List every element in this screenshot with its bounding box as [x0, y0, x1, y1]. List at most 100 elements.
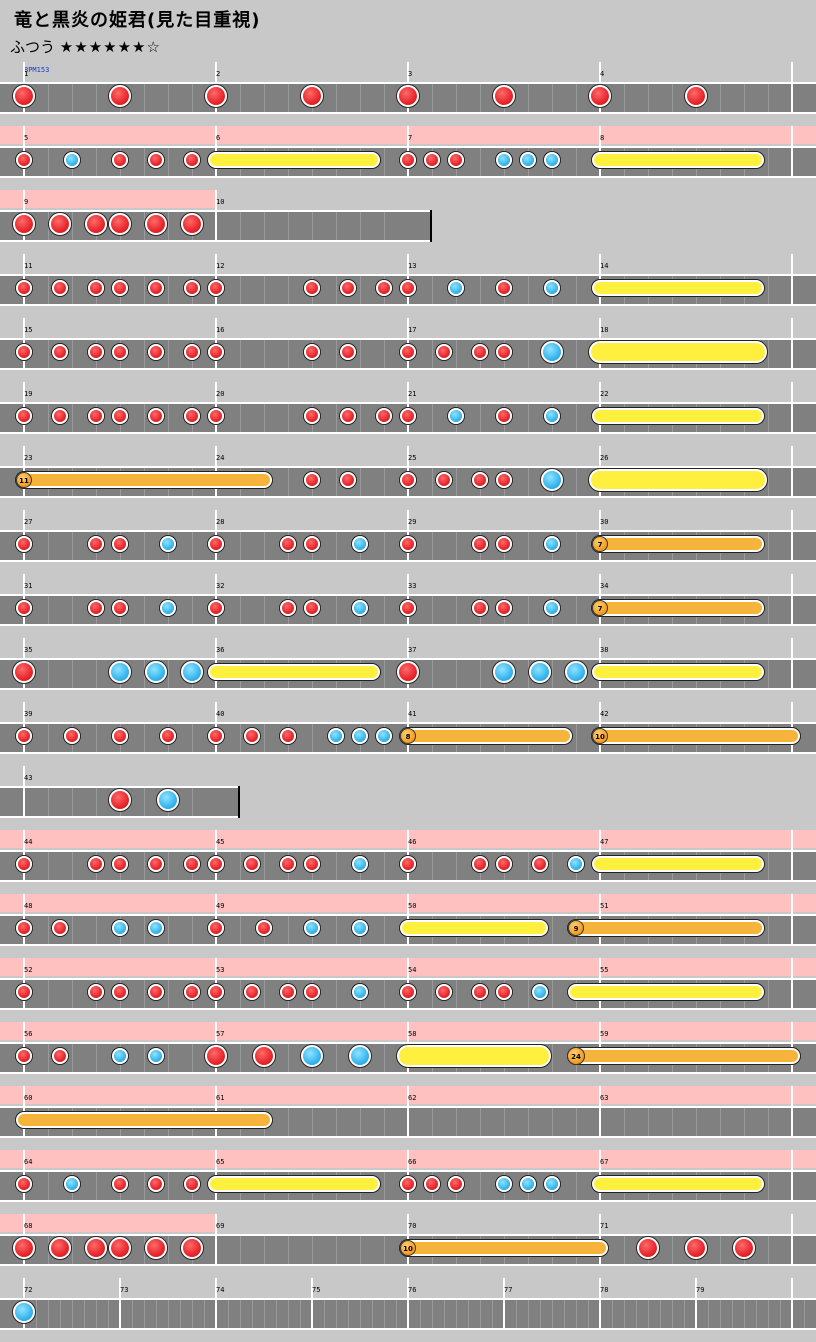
beat-line: [168, 980, 169, 1008]
chart-row: 9 10: [0, 190, 432, 254]
beat-line: [552, 1108, 553, 1136]
beat-line: [168, 148, 169, 176]
balloon-note: 7: [592, 536, 608, 552]
drumroll: [592, 856, 764, 872]
measure-number: 48: [24, 902, 33, 910]
balloon-roll: [16, 1112, 272, 1128]
beat-line: [48, 1236, 49, 1264]
measure-number: 30: [600, 518, 609, 526]
beat-line: [264, 532, 265, 560]
measure-line: [23, 766, 25, 818]
beat-line: [528, 660, 529, 688]
ka-note: [304, 920, 320, 936]
beat-line: [456, 532, 457, 560]
measure-line: [119, 1278, 121, 1330]
don-note: [148, 856, 164, 872]
beat-line: [768, 596, 769, 624]
beat-line: [72, 1300, 73, 1328]
beat-line: [468, 1300, 469, 1328]
beat-line: [144, 596, 145, 624]
beat-line: [144, 852, 145, 880]
don-note: [304, 472, 320, 488]
beat-line: [384, 980, 385, 1008]
measure-number: 35: [24, 646, 33, 654]
don-note: [13, 661, 35, 683]
beat-line: [168, 852, 169, 880]
balloon-roll: [400, 728, 572, 744]
beat-line: [624, 1236, 625, 1264]
measure-line: [599, 1278, 601, 1330]
beat-line: [384, 212, 385, 240]
don-note: [16, 280, 32, 296]
beat-line: [336, 1300, 337, 1328]
don-note: [496, 856, 512, 872]
don-note: [256, 920, 272, 936]
ka-note: [301, 1045, 323, 1067]
balloon-note: 10: [592, 728, 608, 744]
beat-line: [96, 788, 97, 816]
beat-line: [168, 1300, 169, 1328]
measure-number: 54: [408, 966, 417, 974]
beat-line: [432, 468, 433, 496]
beat-line: [672, 84, 673, 112]
beat-line: [648, 1108, 649, 1136]
beat-line: [576, 84, 577, 112]
beat-line: [144, 660, 145, 688]
don-note: [16, 1048, 32, 1064]
beat-line: [456, 1300, 457, 1328]
beat-line: [672, 1236, 673, 1264]
beat-line: [336, 404, 337, 432]
measure-number: 16: [216, 326, 225, 334]
beat-line: [144, 980, 145, 1008]
beat-line: [240, 404, 241, 432]
beat-line: [384, 1108, 385, 1136]
measure-number: 36: [216, 646, 225, 654]
chart-row: 15 16 17 18: [0, 318, 816, 382]
don-note: [496, 536, 512, 552]
beat-line: [528, 980, 529, 1008]
don-note: [16, 344, 32, 360]
measure-number: 33: [408, 582, 417, 590]
don-note: [472, 984, 488, 1000]
don-note: [148, 984, 164, 1000]
balloon-roll: [16, 472, 272, 488]
measure-number: 71: [600, 1222, 609, 1230]
beat-line: [360, 276, 361, 304]
don-note: [493, 85, 515, 107]
measure-line: [791, 62, 793, 114]
don-note: [280, 984, 296, 1000]
beat-line: [696, 1108, 697, 1136]
measure-number: 21: [408, 390, 417, 398]
beat-line: [480, 1300, 481, 1328]
measure-line: [791, 254, 793, 306]
don-note: [16, 536, 32, 552]
measure-line: [791, 446, 793, 498]
beat-line: [168, 916, 169, 944]
beat-line: [672, 1300, 673, 1328]
beat-line: [288, 212, 289, 240]
beat-line: [264, 980, 265, 1008]
beat-line: [144, 1044, 145, 1072]
don-note: [304, 984, 320, 1000]
don-note: [52, 920, 68, 936]
beat-line: [192, 788, 193, 816]
don-note: [109, 213, 131, 235]
beat-line: [180, 1300, 181, 1328]
don-note: [685, 1237, 707, 1259]
beat-line: [264, 84, 265, 112]
beat-line: [276, 1300, 277, 1328]
ka-note: [544, 152, 560, 168]
beat-line: [384, 660, 385, 688]
measure-number: 11: [24, 262, 33, 270]
beat-line: [72, 916, 73, 944]
measure-line: [215, 190, 217, 242]
balloon-roll: [400, 1240, 608, 1256]
beat-line: [360, 212, 361, 240]
don-note: [184, 984, 200, 1000]
measure-number: 49: [216, 902, 225, 910]
beat-line: [384, 1172, 385, 1200]
beat-line: [432, 84, 433, 112]
beat-line: [108, 1300, 109, 1328]
don-note: [208, 344, 224, 360]
don-note: [208, 728, 224, 744]
